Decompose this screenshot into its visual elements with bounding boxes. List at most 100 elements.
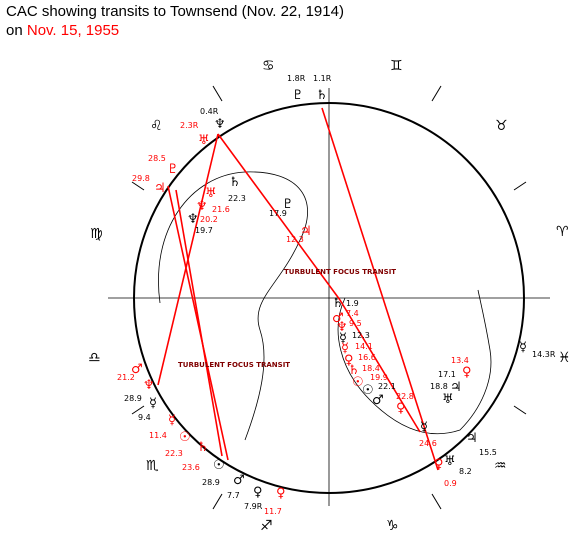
sun-icon: ☉ (213, 458, 225, 473)
degree-label: 0.9 (444, 479, 457, 488)
transit-date: Nov. 15, 1955 (26, 22, 120, 39)
neptune-icon: ♆ (336, 320, 348, 335)
sign-sagittarius: ♐ (260, 518, 273, 534)
degree-label: 28.9 (202, 478, 220, 487)
sun-icon: ☉ (179, 430, 191, 445)
sign-capricorn: ♑ (386, 518, 399, 534)
degree-label: 7.4 (346, 309, 359, 318)
degree-label: 28.5 (148, 154, 166, 163)
degree-label: 11.7 (264, 507, 282, 516)
degree-label: 19.7 (195, 226, 213, 235)
transit-lines (157, 107, 439, 471)
sign-aquarius: ♒ (494, 458, 507, 474)
mercury-icon: ☿ (339, 331, 347, 346)
sign-cancer: ♋ (262, 58, 275, 74)
saturn-icon: ♄ (197, 440, 209, 455)
mars-icon: ♂ (131, 362, 143, 377)
degree-label: 24.6 (419, 439, 437, 448)
upper-focus-curve (158, 171, 308, 441)
jupiter-icon: ♃ (466, 431, 478, 446)
title-line-1: CAC showing transits to Townsend (Nov. 2… (6, 3, 344, 20)
sign-pisces: ♓ (558, 350, 571, 366)
degree-label: 17.1 (438, 370, 456, 379)
neptune-icon: ♆ (187, 212, 199, 227)
degree-label: 9.4 (138, 413, 151, 422)
degree-label: 15.5 (479, 448, 497, 457)
sign-gemini: ♊ (390, 58, 403, 74)
degree-label: 22.3 (228, 194, 246, 203)
title-line-2: on Nov. 15, 1955 (6, 21, 344, 40)
venus-icon: ♀ (462, 365, 472, 380)
planet-group-top: 1.8R 1.1R ♇ ♄ (287, 74, 332, 103)
degree-label: 19.9 (370, 373, 388, 382)
mars-icon: ♂ (372, 393, 384, 408)
pluto-icon: ♇ (292, 88, 304, 103)
title-on-word: on (6, 22, 23, 39)
venus-icon: ♀ (396, 401, 406, 416)
sign-scorpio: ♏ (146, 458, 159, 474)
saturn-icon: ♄ (332, 296, 344, 311)
neptune-icon: ♆ (214, 117, 226, 132)
degree-label: 13.4 (451, 356, 469, 365)
degree-label: 18.8 (430, 382, 448, 391)
degree-label: 21.6 (212, 205, 230, 214)
planet-group-right: 13.4 ♀ ☿ 14.3R 17.1 18.8 ♃ ♅ (430, 340, 556, 407)
saturn-icon: ♄ (316, 88, 328, 103)
venus-icon: ♀ (434, 457, 444, 472)
degree-label: 2.3R (180, 121, 199, 130)
neptune-icon: ♆ (143, 378, 155, 393)
degree-label: 14.1 (355, 342, 373, 351)
mercury-icon: ☿ (168, 413, 176, 428)
mars-icon: ♂ (233, 473, 245, 488)
uranus-icon: ♅ (198, 133, 210, 148)
degree-label: 16.6 (358, 353, 376, 362)
planet-group-bottom: ☉ 28.9 ♂ 7.7 ♀ 7.9R ♀ 11.7 (202, 458, 286, 516)
focus-transit-label-upper: TURBULENT FOCUS TRANSIT (284, 268, 396, 276)
degree-label: 1.9 (346, 299, 359, 308)
jupiter-icon: ♃ (300, 224, 312, 239)
pluto-icon: ♇ (167, 162, 179, 177)
degree-label: 1.1R (313, 74, 332, 83)
saturn-icon: ♄ (348, 363, 360, 378)
degree-label: 22.8 (396, 392, 414, 401)
degree-label: 18.4 (362, 364, 380, 373)
sign-virgo: ♍ (90, 226, 103, 242)
mercury-icon: ☿ (519, 340, 527, 355)
planet-group-center: ♄ 1.9 ♂ 7.4 ♆ 9.5 ☿ 12.3 ☿ 14.1 ♀ 16.6 ♄… (332, 296, 414, 416)
degree-label: 12.3 (352, 331, 370, 340)
pluto-icon: ♇ (282, 197, 294, 212)
degree-label: 21.2 (117, 373, 135, 382)
planet-group-bottom-right: ☿ 24.6 ♃ 15.5 ♅ 8.2 ♀ 0.9 (419, 420, 497, 488)
degree-label: 17.9 (269, 209, 287, 218)
planet-group-upper-left: 0.4R ♆ 2.3R ♅ 28.5 ♇ 29.8 ♃ (132, 107, 226, 196)
sign-leo: ♌ (150, 118, 163, 134)
zodiac-signs: ♋ ♊ ♉ ♈ ♓ ♒ ♑ ♐ ♏ ♎ ♍ ♌ (88, 58, 571, 534)
degree-label: 29.8 (132, 174, 150, 183)
uranus-icon: ♅ (444, 454, 456, 469)
venus-icon: ♀ (253, 485, 263, 500)
degree-label: 12.3 (286, 235, 304, 244)
degree-label: 22.1 (378, 382, 396, 391)
sign-libra: ♎ (88, 350, 101, 366)
degree-label: 1.8R (287, 74, 306, 83)
jupiter-icon: ♃ (154, 181, 166, 196)
neptune-icon: ♆ (196, 199, 208, 214)
degree-label: 0.4R (200, 107, 219, 116)
sign-aries: ♈ (556, 224, 569, 240)
degree-label: 8.2 (459, 467, 472, 476)
planet-group-inner-upper: ♄ 22.3 ♅ 21.6 ♆ 20.2 ♆ 19.7 ♇ 17.9 ♃ 12.… (187, 175, 312, 244)
uranus-icon: ♅ (442, 392, 454, 407)
house-ticks (131, 85, 527, 510)
degree-label: 22.3 (165, 449, 183, 458)
degree-label: 23.6 (182, 463, 200, 472)
chart-title: CAC showing transits to Townsend (Nov. 2… (6, 2, 344, 40)
focus-transit-label-lower: TURBULENT FOCUS TRANSIT (178, 361, 290, 369)
sun-icon: ☉ (362, 383, 374, 398)
degree-label: 28.9 (124, 394, 142, 403)
saturn-icon: ♄ (229, 175, 241, 190)
planet-group-left: 21.2 ♂ ♆ 28.9 ☿ 9.4 ☿ 11.4 ☉ ♄ 22.3 23.6 (117, 362, 209, 472)
degree-label: 20.2 (200, 215, 218, 224)
lower-focus-curve (337, 289, 492, 435)
mercury-icon: ☿ (420, 420, 428, 435)
